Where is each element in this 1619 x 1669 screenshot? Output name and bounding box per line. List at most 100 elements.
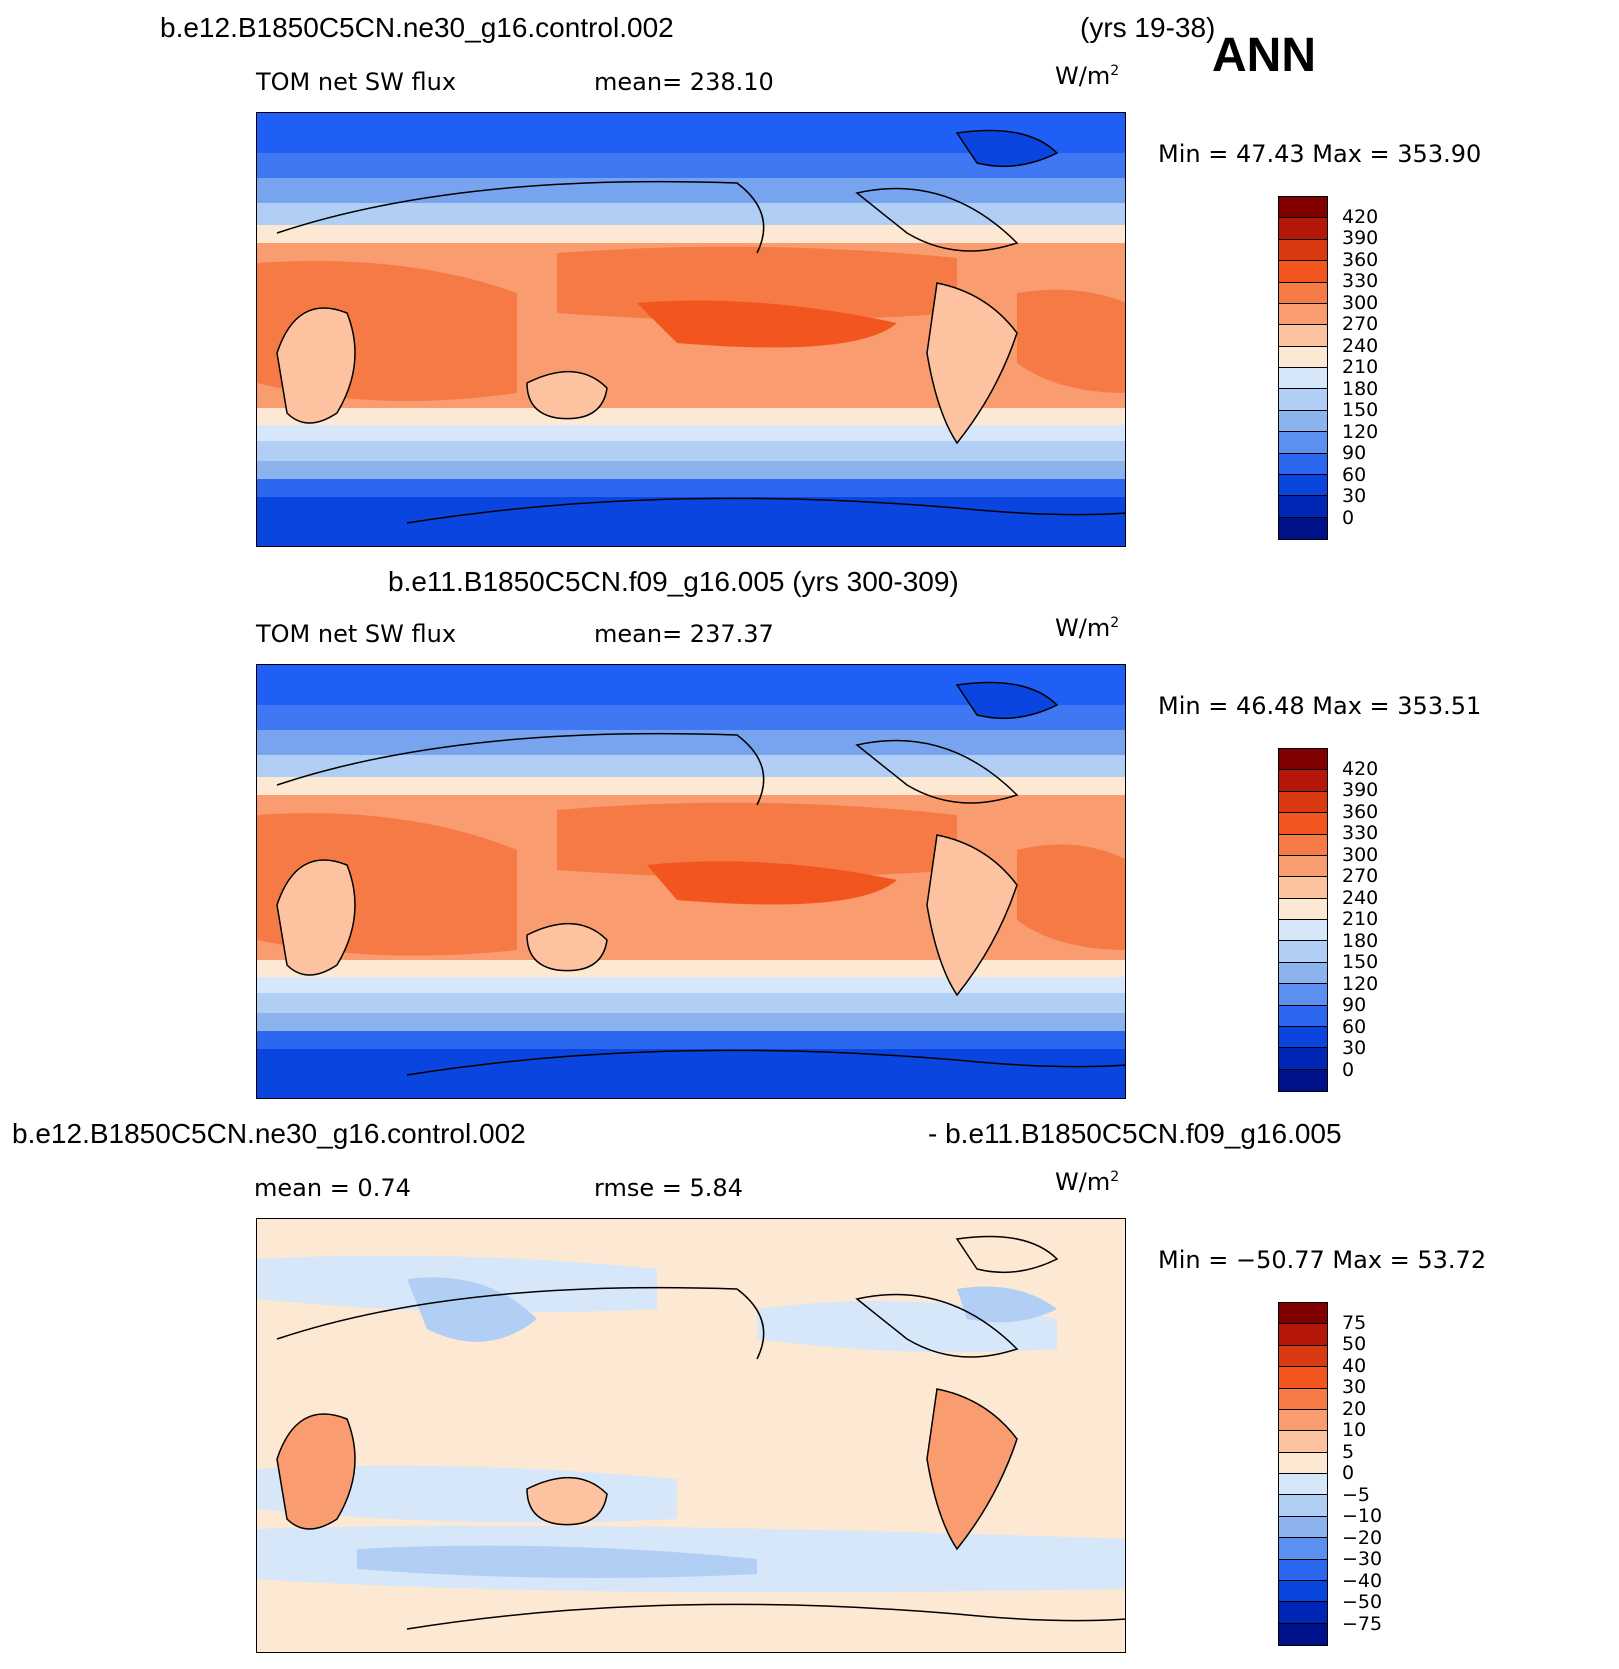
colorbar-label: 40 <box>1342 1354 1367 1377</box>
colorbar-segment <box>1279 432 1327 454</box>
colorbar-label: 300 <box>1342 291 1379 314</box>
colorbar-label: 30 <box>1342 485 1367 507</box>
colorbar-segment <box>1279 325 1327 347</box>
panel-middle-map-svg <box>257 665 1125 1098</box>
colorbar-segment <box>1279 1623 1327 1645</box>
colorbar-segment <box>1279 898 1327 920</box>
colorbar-segment <box>1279 1431 1327 1453</box>
colorbar-segment <box>1279 389 1327 411</box>
panel-bottom-minmax: Min = −50.77 Max = 53.72 <box>1158 1246 1487 1274</box>
colorbar-label: 0 <box>1342 506 1355 529</box>
panel-top-map-svg <box>257 113 1125 546</box>
panel-top-minmax: Min = 47.43 Max = 353.90 <box>1158 140 1482 168</box>
panel-top-unit-exp: 2 <box>1110 63 1120 79</box>
panel-middle-title: b.e11.B1850C5CN.f09_g16.005 (yrs 300-309… <box>388 566 959 597</box>
colorbar-label: 150 <box>1342 399 1379 421</box>
colorbar-segment <box>1279 1538 1327 1560</box>
colorbar-segment <box>1279 1324 1327 1346</box>
colorbar-label: 50 <box>1342 1333 1367 1355</box>
panel-top-colorbar <box>1278 196 1328 540</box>
colorbar-segment <box>1279 1516 1327 1539</box>
colorbar-label: −50 <box>1342 1591 1383 1613</box>
panel-bottom-unit: W/m2 <box>1055 1168 1119 1196</box>
colorbar-segment <box>1279 1495 1327 1517</box>
colorbar-segment <box>1279 877 1327 899</box>
panel-bottom-map-svg <box>257 1219 1125 1652</box>
colorbar-segment <box>1279 1559 1327 1581</box>
colorbar-segment <box>1279 1345 1327 1368</box>
colorbar-label: 30 <box>1342 1037 1367 1059</box>
panel-middle-unit-base: W/m <box>1055 614 1111 642</box>
panel-top-map <box>256 112 1126 547</box>
colorbar-label: 390 <box>1342 227 1379 249</box>
colorbar-segment <box>1279 282 1327 304</box>
colorbar-label: 0 <box>1342 1058 1355 1081</box>
colorbar-segment <box>1279 1048 1327 1070</box>
colorbar-label: 300 <box>1342 843 1379 866</box>
panel-bottom-colorbar <box>1278 1302 1328 1646</box>
panel-top-unit-base: W/m <box>1055 62 1111 90</box>
colorbar-label: −30 <box>1342 1548 1383 1570</box>
season-label: ANN <box>1212 29 1316 82</box>
colorbar-segment <box>1279 303 1327 326</box>
colorbar-label: 5 <box>1342 1440 1355 1463</box>
colorbar-segment <box>1279 261 1327 283</box>
colorbar-label: 240 <box>1342 886 1379 909</box>
colorbar-label: 270 <box>1342 865 1379 887</box>
colorbar-segment <box>1279 791 1327 814</box>
colorbar-segment <box>1279 920 1327 942</box>
panel-middle-unit-exp: 2 <box>1110 615 1120 631</box>
colorbar-segment <box>1279 1474 1327 1496</box>
colorbar-segment <box>1279 813 1327 835</box>
colorbar-segment <box>1279 453 1327 475</box>
colorbar-label: 420 <box>1342 205 1379 228</box>
colorbar-label: 150 <box>1342 951 1379 973</box>
panel-middle-minmax: Min = 46.48 Max = 353.51 <box>1158 692 1482 720</box>
colorbar-segment <box>1279 984 1327 1006</box>
panel-bottom-unit-base: W/m <box>1055 1168 1111 1196</box>
colorbar-label: −40 <box>1342 1569 1383 1592</box>
panel-top-mean: mean= 238.10 <box>594 68 774 96</box>
colorbar-segment <box>1279 218 1327 240</box>
panel-middle-mean: mean= 237.37 <box>594 620 774 648</box>
colorbar-label: 30 <box>1342 1376 1367 1398</box>
panel-middle-variable: TOM net SW flux <box>256 620 457 648</box>
colorbar-segment <box>1279 1602 1327 1624</box>
colorbar-label: 10 <box>1342 1419 1367 1441</box>
colorbar-label: 0 <box>1342 1462 1355 1484</box>
colorbar-segment <box>1279 941 1327 963</box>
panel-bottom-unit-exp: 2 <box>1110 1169 1120 1185</box>
colorbar-label: 240 <box>1342 334 1379 357</box>
colorbar-segment <box>1279 1388 1327 1410</box>
colorbar-label: 60 <box>1342 463 1367 486</box>
panel-bottom-mean: mean = 0.74 <box>254 1174 411 1202</box>
panel-middle-colorbar <box>1278 748 1328 1092</box>
colorbar-label: 60 <box>1342 1015 1367 1038</box>
years1-label: (yrs 19-38) <box>1080 12 1216 43</box>
colorbar-segment <box>1279 517 1327 539</box>
colorbar-label: −75 <box>1342 1612 1383 1635</box>
colorbar-segment <box>1279 496 1327 518</box>
panel-bottom-rmse: rmse = 5.84 <box>594 1174 743 1202</box>
colorbar-segment <box>1279 1580 1327 1603</box>
panel-top-unit: W/m2 <box>1055 62 1119 90</box>
colorbar-segment <box>1279 1452 1327 1474</box>
colorbar-label: 180 <box>1342 377 1379 400</box>
colorbar-label: 120 <box>1342 420 1379 443</box>
colorbar-label: 20 <box>1342 1397 1367 1420</box>
colorbar-segment <box>1279 962 1327 985</box>
colorbar-segment <box>1279 1069 1327 1091</box>
case1-title: b.e12.B1850C5CN.ne30_g16.control.002 <box>160 12 674 43</box>
colorbar-label: 180 <box>1342 929 1379 952</box>
colorbar-label: −5 <box>1342 1483 1371 1506</box>
colorbar-segment <box>1279 749 1327 771</box>
colorbar-label: 270 <box>1342 313 1379 335</box>
colorbar-label: 90 <box>1342 994 1367 1016</box>
colorbar-segment <box>1279 239 1327 262</box>
colorbar-segment <box>1279 346 1327 368</box>
colorbar-label: 330 <box>1342 822 1379 844</box>
colorbar-segment <box>1279 368 1327 390</box>
panel-bottom-title-right: - b.e11.B1850C5CN.f09_g16.005 <box>928 1118 1342 1149</box>
panel-top-variable: TOM net SW flux <box>256 68 457 96</box>
colorbar-segment <box>1279 474 1327 497</box>
